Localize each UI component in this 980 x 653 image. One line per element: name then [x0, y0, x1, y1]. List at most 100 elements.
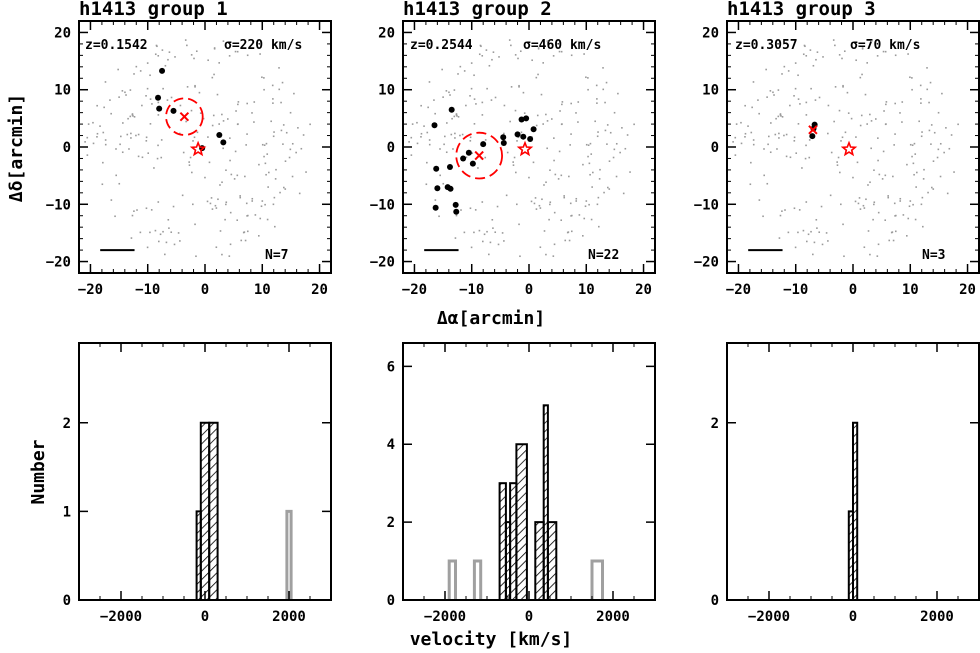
background-galaxy — [535, 76, 538, 79]
background-galaxies — [84, 39, 311, 258]
background-galaxy — [865, 198, 867, 201]
background-galaxy — [937, 111, 940, 114]
background-galaxy — [454, 132, 456, 135]
background-galaxy — [570, 133, 572, 135]
background-galaxy — [840, 140, 842, 142]
background-galaxy — [245, 144, 247, 146]
background-galaxy — [550, 118, 553, 120]
background-galaxy — [538, 204, 541, 207]
background-galaxy — [867, 230, 870, 232]
scatter-panel-3: −20 −10 0 10 20 −20 −10 0 10 20 — [694, 20, 980, 298]
background-galaxy — [289, 111, 292, 114]
background-galaxy — [214, 204, 217, 207]
background-galaxy — [154, 53, 157, 56]
background-galaxy — [265, 142, 268, 145]
background-galaxy — [471, 152, 474, 154]
background-galaxy — [912, 203, 914, 206]
background-galaxy — [612, 156, 615, 159]
background-galaxy — [894, 54, 897, 57]
background-galaxy — [770, 122, 772, 124]
member-bar — [534, 521, 545, 601]
background-galaxy — [128, 148, 130, 150]
background-galaxy — [229, 159, 231, 162]
background-galaxy — [265, 173, 267, 176]
member-galaxy — [523, 115, 530, 122]
background-galaxy — [133, 210, 135, 212]
x-tick-label: −10 — [459, 282, 484, 298]
background-galaxy — [186, 86, 189, 88]
background-galaxy — [577, 101, 580, 103]
background-galaxy — [225, 201, 228, 204]
background-galaxy — [841, 136, 844, 139]
background-galaxy — [149, 98, 152, 100]
background-galaxy — [164, 64, 167, 67]
background-galaxy — [194, 223, 196, 226]
title-group-2: h1413 group 2 — [403, 0, 552, 20]
x-axis-label-bottom: velocity [km/s] — [410, 629, 573, 650]
background-galaxy — [810, 87, 812, 90]
member-galaxy — [431, 122, 438, 129]
background-galaxy — [102, 161, 104, 164]
member-galaxy — [527, 135, 534, 142]
background-galaxy — [514, 54, 517, 56]
group-center-marker — [808, 125, 818, 135]
background-galaxy — [762, 215, 764, 218]
background-galaxy — [475, 103, 477, 105]
background-galaxy — [537, 47, 540, 49]
background-galaxy — [228, 55, 231, 57]
member-galaxy — [216, 131, 223, 138]
background-galaxy — [408, 141, 410, 143]
background-galaxy — [941, 92, 943, 95]
background-galaxy — [779, 114, 782, 116]
background-galaxy — [244, 239, 247, 242]
background-galaxy — [473, 74, 475, 77]
background-galaxy — [110, 112, 112, 115]
background-galaxy — [244, 175, 246, 178]
member-galaxy — [159, 67, 166, 74]
background-galaxy — [767, 143, 769, 146]
background-galaxy — [534, 197, 537, 199]
background-galaxy — [615, 175, 618, 178]
background-galaxy — [428, 81, 431, 83]
background-galaxy — [263, 77, 265, 79]
member-galaxy — [809, 133, 816, 140]
member-bar — [515, 443, 528, 601]
title-group-1: h1413 group 1 — [79, 0, 228, 20]
member-galaxy — [446, 164, 453, 171]
background-galaxy — [633, 123, 635, 126]
background-galaxy — [552, 55, 555, 57]
background-galaxy — [596, 98, 598, 100]
background-galaxy — [812, 64, 815, 67]
background-galaxy — [129, 89, 132, 91]
background-galaxy — [545, 253, 547, 256]
group-radius-circle — [455, 131, 503, 180]
background-galaxy — [793, 207, 796, 210]
background-galaxy — [870, 147, 872, 150]
background-galaxy — [827, 240, 829, 242]
background-galaxy — [778, 132, 780, 135]
background-galaxy — [919, 84, 922, 87]
background-galaxy — [805, 101, 808, 104]
background-galaxy — [411, 123, 414, 125]
background-galaxy — [518, 223, 520, 226]
background-galaxy — [808, 139, 811, 141]
background-galaxy — [266, 153, 269, 155]
background-galaxy — [818, 96, 821, 99]
member-galaxy — [447, 185, 454, 192]
background-galaxy — [884, 50, 887, 53]
background-galaxy — [744, 104, 746, 107]
background-galaxy — [520, 131, 523, 134]
background-galaxy — [793, 140, 796, 142]
member-galaxy — [465, 149, 472, 156]
background-galaxy — [850, 117, 853, 120]
background-galaxy — [272, 203, 275, 206]
background-galaxy — [597, 196, 600, 199]
background-galaxy — [890, 231, 893, 234]
background-galaxy — [548, 218, 550, 221]
background-galaxy — [588, 203, 590, 206]
background-galaxy — [463, 231, 466, 234]
background-galaxy — [206, 200, 209, 203]
background-galaxy — [901, 101, 904, 103]
background-galaxy — [522, 91, 525, 94]
background-galaxy — [274, 225, 276, 228]
